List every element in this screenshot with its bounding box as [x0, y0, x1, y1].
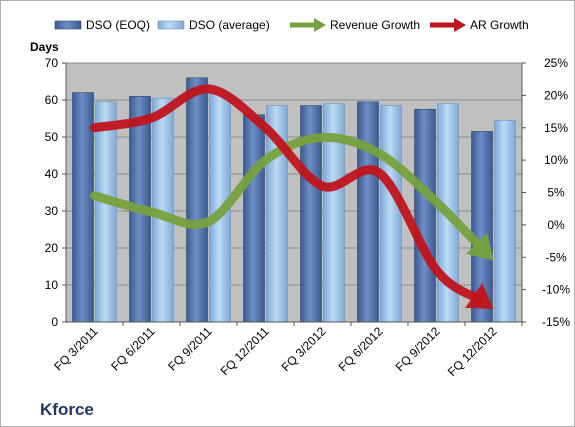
legend-item: Revenue Growth [290, 18, 420, 32]
bars [72, 77, 516, 323]
y-tick-label: 60 [45, 93, 59, 107]
y2-tick-label: 10% [544, 153, 568, 167]
y-tick-label: 50 [45, 130, 59, 144]
legend-item: AR Growth [430, 18, 529, 32]
y-tick-label: 10 [45, 278, 59, 292]
bar-dso-average [380, 105, 402, 323]
bar-dso-average [95, 101, 117, 323]
bar-dso-eoq [186, 77, 208, 323]
legend-label: DSO (EOQ) [86, 18, 150, 32]
y2-tick-label: 20% [544, 88, 568, 102]
legend-arrow-head [314, 18, 326, 32]
y-tick-label: 0 [51, 315, 58, 329]
y2-tick-label: 5% [547, 186, 565, 200]
legend-label: DSO (average) [189, 18, 270, 32]
y2-tick-label: 25% [544, 56, 568, 70]
legend-swatch [54, 20, 82, 30]
y2-axis-ticks: -15% -10% -5% 0% 5% 10% 15% 20% 25% [522, 56, 570, 329]
bar-dso-eoq [243, 114, 265, 323]
trend-arrows [90, 84, 494, 310]
y2-tick-label: 15% [544, 121, 568, 135]
y2-tick-label: 0% [547, 218, 565, 232]
legend-label: AR Growth [470, 18, 529, 32]
legend-item: DSO (average) [157, 18, 270, 32]
bar-dso-average [494, 120, 516, 323]
y-axis-ticks: 0 10 20 30 40 50 60 70 [45, 56, 66, 329]
bar-dso-eoq [357, 101, 379, 323]
y-tick-label: 30 [45, 204, 59, 218]
bar-dso-eoq [414, 108, 436, 323]
y2-tick-label: -5% [545, 250, 567, 264]
y-tick-label: 20 [45, 241, 59, 255]
revenue-growth-arrowhead [465, 232, 494, 261]
y-axis-label: Days [30, 40, 59, 54]
legend-label: Revenue Growth [330, 18, 420, 32]
legend-swatch [157, 20, 185, 30]
legend-item: DSO (EOQ) [54, 18, 150, 32]
revenue-growth-line [90, 132, 487, 253]
ar-growth-line [90, 84, 485, 305]
y-tick-label: 70 [45, 56, 59, 70]
legend: DSO (EOQ) DSO (average) Revenue Growth AR G… [54, 18, 529, 32]
y2-tick-label: -10% [542, 283, 570, 297]
y2-tick-label: -15% [542, 315, 570, 329]
ar-growth-arrowhead [465, 283, 494, 310]
y-tick-label: 40 [45, 167, 59, 181]
legend-arrow-head [454, 18, 466, 32]
chart-title: Kforce [40, 400, 94, 419]
